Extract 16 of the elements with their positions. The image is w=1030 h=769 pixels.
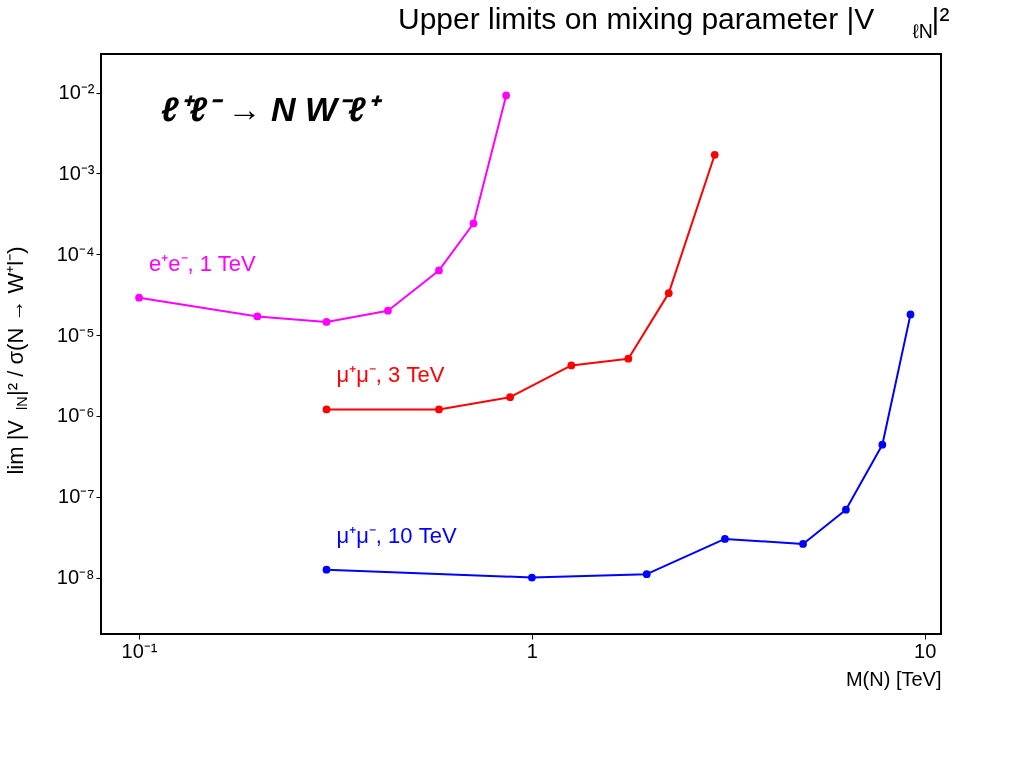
y-tick-label: 10⁻⁴	[56, 242, 95, 265]
x-tick-label: 10⁻¹	[121, 639, 158, 662]
series-label: e⁺e⁻, 1 TeV	[149, 250, 256, 276]
y-tick-label: 10⁻⁵	[56, 323, 95, 346]
y-tick-label: 10⁻⁶	[57, 404, 95, 427]
series-label: μ⁺μ⁻, 3 TeV	[336, 362, 445, 388]
y-tick-label: 10⁻⁷	[58, 485, 95, 508]
y-tick-label: 10⁻⁸	[56, 566, 95, 589]
series-label: μ⁺μ⁻, 10 TeV	[336, 522, 457, 548]
annotation: ℓ⁺ℓ⁻ → N W⁻ℓ⁺	[161, 90, 383, 128]
x-tick-label: 1	[526, 639, 538, 662]
y-tick-label: 10⁻²	[58, 81, 95, 104]
y-tick-label: 10⁻³	[58, 161, 95, 184]
x-tick-label: 10	[914, 639, 937, 662]
y-axis-title: lim |VlN|² / σ(N → W⁺l⁻)	[3, 246, 30, 475]
x-axis-title: M(N) [TeV]	[845, 667, 942, 690]
